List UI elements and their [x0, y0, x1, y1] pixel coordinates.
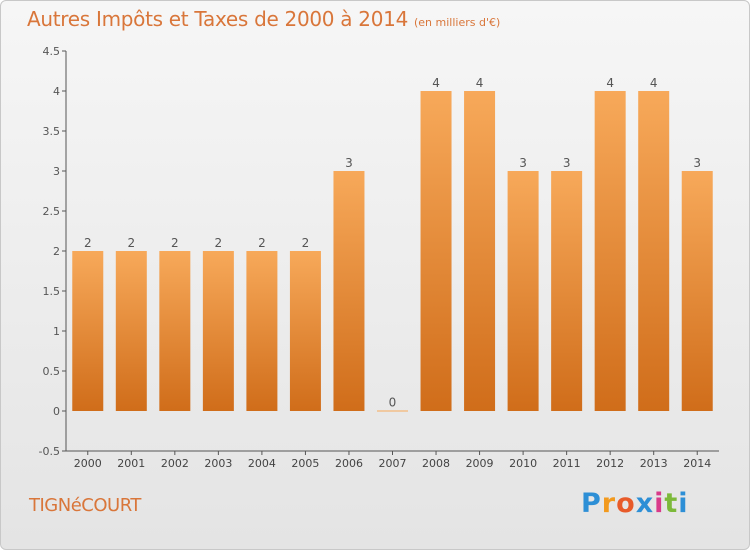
chart-title-text: Autres Impôts et Taxes de 2000 à 2014 — [27, 7, 408, 31]
data-label-2010: 3 — [519, 156, 527, 170]
chart-title: Autres Impôts et Taxes de 2000 à 2014 (en… — [27, 7, 500, 31]
bar-2013 — [638, 91, 670, 411]
y-tick-label: 2 — [53, 245, 60, 258]
data-label-2011: 3 — [563, 156, 571, 170]
x-tick-label: 2002 — [161, 457, 189, 470]
data-label-2007: 0 — [389, 396, 397, 410]
bar-2011 — [551, 171, 583, 411]
y-tick-label: 1 — [53, 325, 60, 338]
data-label-2014: 3 — [693, 156, 701, 170]
x-tick-label: 2000 — [74, 457, 102, 470]
y-tick-label: 0 — [53, 405, 60, 418]
bar-2002 — [159, 251, 191, 411]
bar-2001 — [115, 251, 147, 411]
bar-2014 — [681, 171, 713, 411]
data-label-2006: 3 — [345, 156, 353, 170]
y-tick-label: 3.5 — [43, 125, 61, 138]
data-label-2000: 2 — [84, 236, 92, 250]
y-tick-label: 1.5 — [43, 285, 61, 298]
data-label-2004: 2 — [258, 236, 266, 250]
y-tick-label: 3 — [53, 165, 60, 178]
x-tick-label: 2010 — [509, 457, 537, 470]
x-tick-label: 2012 — [596, 457, 624, 470]
x-tick-label: 2005 — [291, 457, 319, 470]
bar-2000 — [72, 251, 104, 411]
x-tick-label: 2003 — [204, 457, 232, 470]
x-tick-label: 2007 — [379, 457, 407, 470]
bar-2009 — [464, 91, 496, 411]
bar-2007 — [377, 410, 408, 412]
bar-2006 — [333, 171, 365, 411]
data-label-2001: 2 — [127, 236, 135, 250]
y-tick-label: -0.5 — [39, 445, 60, 458]
proxiti-logo: Proxiti — [581, 488, 689, 519]
x-tick-label: 2001 — [117, 457, 145, 470]
bar-2005 — [289, 251, 321, 411]
y-tick-label: 0.5 — [43, 365, 61, 378]
data-label-2009: 4 — [476, 76, 484, 90]
bar-2012 — [594, 91, 626, 411]
y-tick-label: 2.5 — [43, 205, 61, 218]
chart-bars — [72, 91, 713, 412]
chart-axes: -0.5 0 0.5 1 1.5 2 2.5 3 3.5 4 4.5 2000 2001 2002 2003… — [39, 45, 719, 470]
chart-subtitle: (en milliers d'€) — [414, 16, 501, 29]
bar-2004 — [246, 251, 278, 411]
x-tick-label: 2011 — [553, 457, 581, 470]
x-tick-label: 2006 — [335, 457, 363, 470]
y-tick-label: 4.5 — [43, 45, 61, 58]
commune-name: TIGNéCOURT — [29, 495, 141, 516]
bar-2010 — [507, 171, 539, 411]
x-tick-label: 2008 — [422, 457, 450, 470]
data-label-2013: 4 — [650, 76, 658, 90]
data-label-2012: 4 — [606, 76, 614, 90]
data-label-2003: 2 — [215, 236, 223, 250]
x-tick-label: 2009 — [466, 457, 494, 470]
bar-2003 — [202, 251, 234, 411]
y-tick-label: 4 — [53, 85, 60, 98]
x-tick-label: 2014 — [683, 457, 711, 470]
x-tick-label: 2004 — [248, 457, 276, 470]
chart-data-labels: 2 2 2 2 2 2 3 0 4 4 3 3 4 4 3 — [84, 76, 701, 410]
data-label-2008: 4 — [432, 76, 440, 90]
bar-2008 — [420, 91, 452, 411]
data-label-2005: 2 — [302, 236, 310, 250]
x-tick-label: 2013 — [640, 457, 668, 470]
data-label-2002: 2 — [171, 236, 179, 250]
